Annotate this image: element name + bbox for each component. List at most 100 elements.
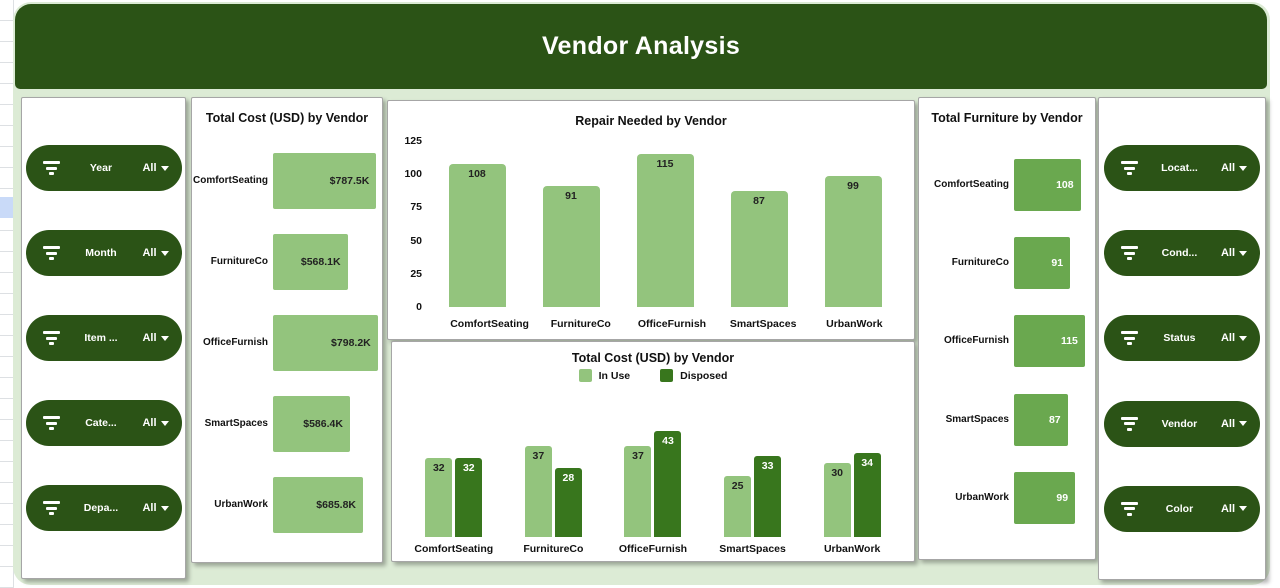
- filter-month-left[interactable]: Month All: [25, 230, 182, 276]
- filter-value-dropdown[interactable]: All: [1221, 247, 1247, 259]
- filter-icon-bar: [1121, 331, 1138, 335]
- bar-row-furnitureco: FurnitureCo $568.1K: [192, 233, 378, 290]
- legend-item-in-use: In Use: [578, 369, 631, 382]
- value-label: 25: [731, 479, 744, 492]
- legend-label: In Use: [598, 369, 631, 382]
- filter-year-left[interactable]: Year All: [25, 145, 182, 191]
- x-axis-label: UrbanWork: [826, 318, 883, 330]
- chevron-down-icon: [1239, 165, 1247, 171]
- y-tick-label: 100: [404, 168, 422, 181]
- bar-group-officefurnish: 37 43: [603, 414, 703, 537]
- bar-smartspaces-in-use: 25: [724, 475, 752, 537]
- bar-cell-smartspaces: 87: [712, 141, 806, 307]
- filter-value-dropdown[interactable]: All: [1221, 503, 1247, 515]
- filter-value-dropdown[interactable]: All: [1221, 332, 1247, 344]
- chevron-down-icon: [1239, 335, 1247, 341]
- bar-track: 99: [1014, 471, 1088, 524]
- filter-icon-bar: [1127, 342, 1132, 346]
- filter-color-right[interactable]: Color All: [1104, 485, 1260, 532]
- filter-label: Depa...: [83, 502, 119, 514]
- grouped-bars: 32 32 37 28 37 43 25 33 30 34: [404, 414, 902, 537]
- filter-status-right[interactable]: Status All: [1104, 315, 1260, 362]
- chevron-down-icon: [160, 335, 169, 341]
- filter-icon-bar: [1124, 422, 1135, 426]
- filter-value: All: [1220, 502, 1235, 515]
- bar-row-officefurnish: OfficeFurnish $798.2K: [192, 314, 378, 371]
- filter-value: All: [1220, 417, 1235, 430]
- filter-locat-right[interactable]: Locat... All: [1104, 145, 1260, 192]
- category-label: SmartSpaces: [204, 418, 268, 430]
- furniture-chart-panel: Total Furniture by Vendor ComfortSeating…: [918, 97, 1096, 560]
- bar-urbanwork-disposed: 34: [853, 453, 881, 537]
- repair-plot-area: 0 25 50 75 100 125 108 91 115 87 99: [398, 135, 900, 313]
- bar-smartspaces-disposed: 33: [754, 455, 782, 537]
- value-label: 108: [468, 167, 486, 180]
- selected-cell-highlight: [0, 197, 13, 218]
- filter-depa-left[interactable]: Depa... All: [25, 485, 182, 531]
- x-axis-label: FurnitureCo: [523, 543, 584, 555]
- bar-furnitureco: 91: [1014, 237, 1071, 290]
- filter-icon-bar: [48, 427, 54, 430]
- filter-icon-bar: [42, 331, 60, 334]
- filter-value-dropdown[interactable]: All: [1221, 418, 1247, 430]
- value-label: 108: [1056, 179, 1074, 192]
- furniture-bars: ComfortSeating 108 FurnitureCo 91 OfficeFurn…: [919, 146, 1088, 537]
- filter-label: Vendor: [1161, 417, 1198, 430]
- x-axis-label: UrbanWork: [823, 543, 881, 555]
- filter-value-dropdown[interactable]: All: [142, 417, 169, 429]
- page-title: Vendor Analysis: [541, 32, 741, 60]
- bar-officefurnish-in-use: 37: [624, 445, 652, 537]
- bar-row-urbanwork: UrbanWork $685.8K: [192, 477, 378, 534]
- bar-comfortseating-disposed: 32: [455, 458, 483, 537]
- filter-vendor-right[interactable]: Vendor All: [1104, 400, 1260, 447]
- filter-icon-bar: [1127, 257, 1132, 261]
- chart-title: Total Cost (USD) by Vendor: [571, 351, 735, 365]
- total-cost-chart-panel: Total Cost (USD) by Vendor ComfortSeatin…: [191, 97, 383, 563]
- y-tick-label: 0: [416, 301, 422, 313]
- filter-value-dropdown[interactable]: All: [142, 332, 169, 344]
- legend-item-disposed: Disposed: [660, 369, 727, 382]
- bar-officefurnish: $798.2K: [273, 314, 378, 371]
- filter-cate-left[interactable]: Cate... All: [25, 400, 182, 446]
- y-tick-label: 125: [404, 135, 422, 147]
- value-label: 33: [761, 459, 774, 472]
- bar-urbanwork-in-use: 30: [823, 463, 851, 537]
- bar-track: 108: [1014, 159, 1088, 212]
- bar-furnitureco: 91: [542, 186, 600, 307]
- value-label: 37: [632, 449, 644, 462]
- filter-value: All: [1220, 247, 1235, 260]
- bar-row-furnitureco: FurnitureCo 91: [919, 237, 1088, 290]
- filter-value-dropdown[interactable]: All: [1221, 162, 1247, 174]
- filter-value-dropdown[interactable]: All: [142, 502, 169, 514]
- filter-icon: [1121, 246, 1138, 261]
- filter-icon-bar: [1124, 507, 1135, 511]
- filter-value: All: [142, 502, 157, 514]
- bar-officefurnish-disposed: 43: [654, 431, 682, 537]
- bar-cell-officefurnish: 115: [618, 141, 712, 307]
- bar-comfortseating: 108: [1014, 159, 1081, 212]
- filter-label: Cate...: [85, 417, 117, 429]
- filter-value-dropdown[interactable]: All: [142, 247, 169, 259]
- value-label: 99: [847, 179, 859, 192]
- filter-icon: [42, 246, 60, 260]
- bar-track: 87: [1014, 393, 1088, 446]
- x-axis-label: ComfortSeating: [414, 543, 494, 555]
- filter-icon-bar: [1127, 172, 1132, 176]
- filter-cond-right[interactable]: Cond... All: [1104, 230, 1260, 277]
- filter-value: All: [142, 247, 157, 259]
- filter-icon: [1121, 331, 1138, 346]
- value-label: 32: [462, 462, 475, 475]
- x-axis-label: ComfortSeating: [450, 318, 529, 330]
- chevron-down-icon: [1239, 250, 1247, 256]
- bar-urbanwork: $685.8K: [273, 477, 363, 534]
- filter-item-left[interactable]: Item ... All: [25, 315, 182, 361]
- bar-track: $685.8K: [273, 477, 378, 534]
- repair-chart-panel: Repair Needed by Vendor 0 25 50 75 100 125 10…: [387, 100, 915, 340]
- value-label: 30: [831, 467, 844, 480]
- filter-icon-bar: [45, 506, 57, 510]
- filter-value: All: [142, 162, 157, 174]
- value-label: 87: [753, 195, 765, 208]
- filter-icon-bar: [1124, 336, 1135, 340]
- filter-value-dropdown[interactable]: All: [142, 162, 169, 174]
- y-axis: 0 25 50 75 100 125: [398, 135, 430, 313]
